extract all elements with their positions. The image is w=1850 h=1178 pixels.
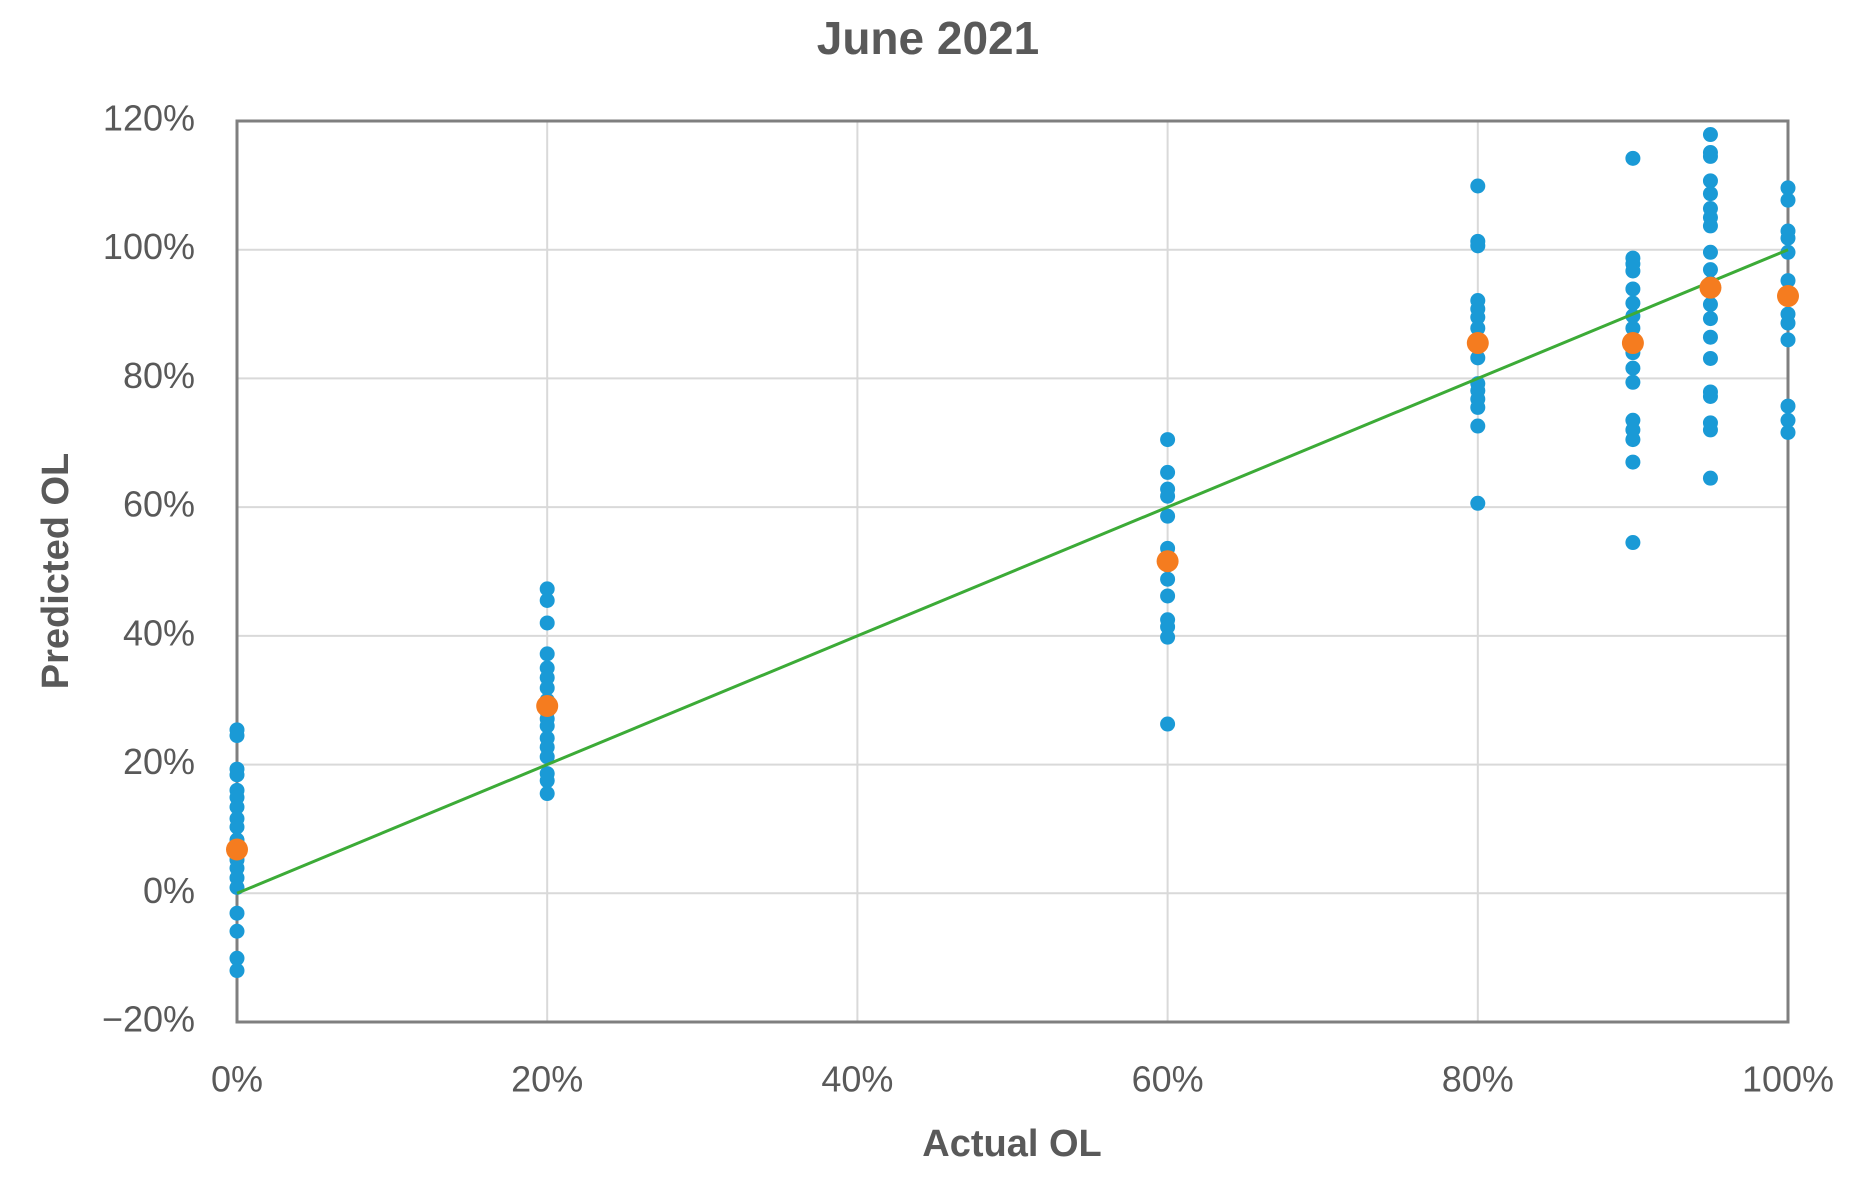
y-axis-title: Predicted OL [35,453,77,690]
point [229,963,245,979]
x-tick-label: 40% [821,1059,893,1100]
point [539,773,555,789]
point [1625,150,1641,166]
point [1702,262,1718,278]
x-tick-label: 20% [511,1059,583,1100]
point [536,695,559,718]
point [1160,508,1176,524]
point [1470,309,1486,325]
point [1625,295,1641,311]
point [1702,329,1718,345]
point [1702,422,1718,438]
point [1702,311,1718,327]
point [539,615,555,631]
point [1702,148,1718,164]
point [1780,398,1796,414]
point [1625,281,1641,297]
x-axis-title: Actual OL [922,1123,1101,1165]
point [229,819,245,835]
point [1160,619,1176,635]
point [1702,350,1718,366]
point [1160,716,1176,732]
point [1470,418,1486,434]
point [1780,192,1796,208]
point [1625,454,1641,470]
point [1625,535,1641,551]
y-tick-label: −20% [102,999,195,1040]
point [1625,432,1641,448]
point [539,592,555,608]
point [1160,571,1176,587]
x-tick-label: 100% [1742,1059,1834,1100]
point [1702,296,1718,312]
plot-border [235,119,1790,1024]
point [229,728,245,744]
point [1780,273,1796,289]
point [539,749,555,765]
point [1699,276,1722,299]
point [226,838,248,861]
point [1156,550,1179,573]
point [1777,285,1799,308]
y-tick-label: 20% [123,741,195,782]
y-tick-label: 40% [123,612,195,653]
point [1470,238,1486,254]
point [1625,320,1641,336]
y-tick-label: 80% [123,355,195,396]
point [1702,173,1718,189]
point [229,950,245,966]
point [1470,178,1486,194]
y-tick-label: 0% [143,870,195,911]
point [1160,432,1176,448]
point [1702,470,1718,486]
point [1780,315,1796,331]
point [1780,180,1796,196]
point [539,718,555,734]
point [539,786,555,802]
y-tick-label: 120% [103,98,195,139]
point [229,767,245,783]
x-tick-label: 60% [1132,1059,1204,1100]
x-tick-label: 0% [211,1059,263,1100]
point [1160,588,1176,604]
point [1625,360,1641,376]
point [1702,127,1718,143]
point [229,799,245,815]
point [1780,230,1796,246]
point [1702,218,1718,234]
point [539,670,555,686]
point [1625,374,1641,390]
point [1160,629,1176,645]
y-tick-label: 60% [123,484,195,525]
x-tick-label: 80% [1442,1059,1514,1100]
point [1470,495,1486,511]
point [1621,332,1644,355]
point [1160,464,1176,480]
line [236,248,1789,895]
point [1780,412,1796,428]
point [229,923,245,939]
point [1780,244,1796,260]
point [539,646,555,662]
point [1466,332,1489,355]
point [1702,388,1718,404]
point [539,581,555,597]
point [1702,186,1718,202]
chart-title: June 2021 [817,12,1039,64]
point [1470,350,1486,366]
point [229,905,245,921]
point [1625,263,1641,279]
point [1470,320,1486,336]
y-tick-label: 100% [103,226,195,267]
point [1470,399,1486,415]
point [1780,332,1796,348]
point [1780,424,1796,440]
point [539,680,555,696]
point [1160,488,1176,504]
point [1702,244,1718,260]
